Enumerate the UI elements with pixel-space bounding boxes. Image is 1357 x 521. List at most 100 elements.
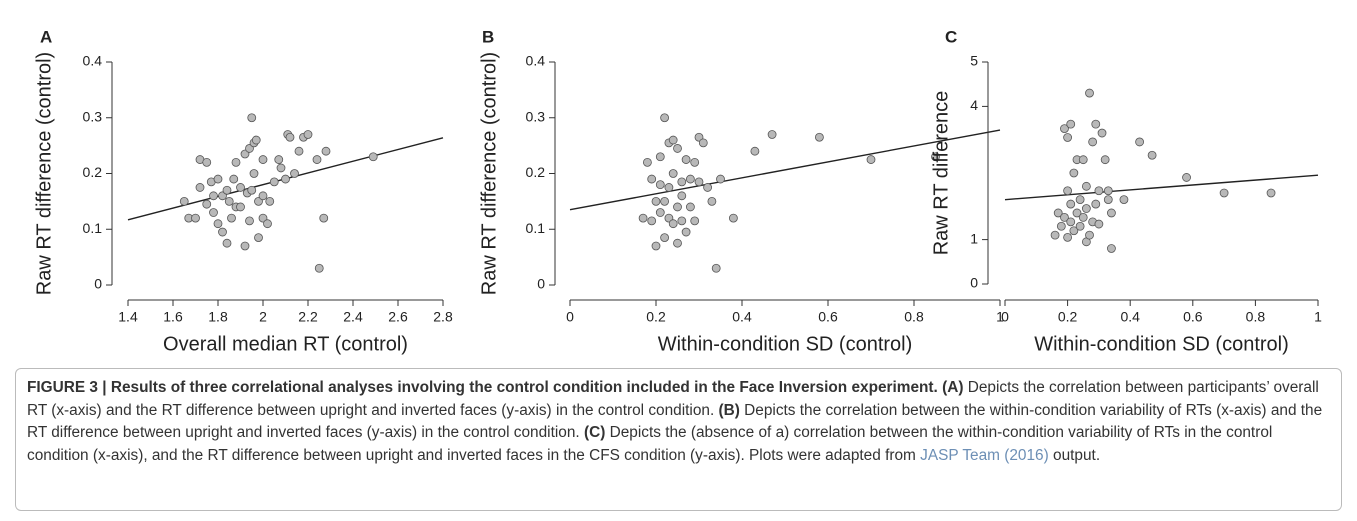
point bbox=[1060, 124, 1069, 134]
point bbox=[1091, 119, 1101, 129]
x-tick-label: 0.4 bbox=[1120, 309, 1140, 325]
point bbox=[1075, 195, 1085, 205]
point bbox=[1085, 88, 1094, 98]
point bbox=[655, 208, 665, 217]
point bbox=[254, 233, 263, 243]
point bbox=[263, 219, 272, 229]
point bbox=[1097, 128, 1107, 138]
point bbox=[1103, 195, 1113, 205]
point bbox=[1100, 155, 1110, 165]
point bbox=[218, 227, 227, 237]
point bbox=[690, 157, 700, 167]
point bbox=[294, 146, 304, 156]
y-axis-title: Raw RT difference (control) bbox=[478, 52, 500, 295]
point bbox=[202, 157, 212, 167]
caption-normal: output. bbox=[1048, 446, 1101, 464]
point bbox=[236, 202, 245, 212]
y-tick-label: 0.4 bbox=[83, 53, 103, 69]
figure: A 1.4 1.6 1.8 2 2.2 2.4 2.6 2.8 Overall median RT… bbox=[33, 27, 1322, 355]
x-tick-label: 0.2 bbox=[646, 309, 666, 325]
point bbox=[1078, 155, 1088, 165]
point bbox=[1088, 137, 1098, 147]
point bbox=[750, 146, 760, 156]
point bbox=[1069, 226, 1079, 236]
x-tick-label: 0.6 bbox=[1183, 309, 1203, 325]
point bbox=[258, 191, 268, 201]
point bbox=[224, 196, 234, 206]
point bbox=[690, 216, 700, 226]
point bbox=[314, 263, 324, 273]
point bbox=[274, 155, 284, 164]
point bbox=[647, 216, 657, 226]
caption-normal: Depicts the correlation between the with… bbox=[27, 401, 1323, 442]
caption-bold: FIGURE 3 | Results of three correlationa… bbox=[27, 379, 964, 396]
point bbox=[276, 163, 286, 173]
point bbox=[240, 241, 250, 251]
point bbox=[213, 174, 223, 184]
point bbox=[319, 213, 329, 223]
panel-label: B bbox=[482, 27, 494, 46]
point bbox=[647, 174, 657, 184]
point bbox=[285, 132, 295, 142]
point bbox=[321, 146, 331, 156]
point bbox=[209, 208, 218, 217]
point bbox=[1063, 133, 1072, 142]
point bbox=[290, 169, 299, 178]
point bbox=[249, 169, 259, 178]
fit-line bbox=[1004, 174, 1319, 201]
y-tick-label: 0.3 bbox=[83, 108, 103, 124]
x-axis-title: Within-condition SD (control) bbox=[658, 333, 913, 355]
x-axis-title: Within-condition SD (control) bbox=[1034, 333, 1289, 355]
point bbox=[643, 157, 652, 167]
point bbox=[1056, 221, 1066, 231]
point bbox=[245, 216, 254, 226]
point bbox=[1147, 150, 1157, 160]
point bbox=[673, 144, 682, 153]
y-tick-label: 0.2 bbox=[526, 164, 546, 180]
x-tick-label: 2.4 bbox=[343, 309, 363, 325]
x-tick-label: 0.2 bbox=[1058, 309, 1078, 325]
point bbox=[664, 183, 674, 192]
x-tick-label: 0 bbox=[1001, 309, 1009, 325]
point bbox=[222, 185, 232, 195]
point bbox=[303, 130, 313, 139]
point bbox=[1075, 221, 1085, 231]
point bbox=[1094, 186, 1104, 196]
point bbox=[209, 191, 218, 201]
y-tick-label: 0 bbox=[94, 276, 102, 292]
point bbox=[694, 177, 704, 187]
point bbox=[1066, 199, 1076, 209]
point bbox=[202, 199, 212, 209]
point bbox=[673, 238, 682, 248]
point bbox=[1066, 217, 1076, 227]
point bbox=[213, 219, 223, 229]
point bbox=[179, 196, 189, 206]
point bbox=[668, 135, 678, 145]
caption-bold: (B) bbox=[718, 401, 740, 419]
point bbox=[681, 155, 691, 164]
y-tick-label: 0.2 bbox=[83, 164, 103, 180]
fit-line bbox=[569, 129, 1001, 211]
point bbox=[1094, 219, 1104, 229]
x-tick-label: 0.8 bbox=[904, 309, 924, 325]
caption-normal: Depicts the (absence of a) correlation b… bbox=[27, 424, 1273, 464]
x-tick-label: 1 bbox=[1314, 309, 1322, 325]
point bbox=[368, 152, 378, 162]
point bbox=[673, 202, 682, 212]
point bbox=[1069, 168, 1079, 178]
point bbox=[698, 138, 708, 148]
point bbox=[651, 196, 661, 206]
x-tick-label: 1.4 bbox=[118, 309, 138, 325]
point bbox=[767, 130, 777, 139]
x-tick-label: 2.8 bbox=[433, 309, 453, 325]
point bbox=[703, 183, 712, 192]
caption-link[interactable]: JASP Team (2016) bbox=[920, 446, 1049, 464]
point bbox=[1266, 188, 1276, 198]
y-tick-label: 0.4 bbox=[526, 53, 546, 69]
y-tick-label: 5 bbox=[970, 53, 978, 69]
point bbox=[660, 233, 669, 243]
point bbox=[1060, 212, 1069, 222]
point bbox=[247, 113, 257, 123]
y-tick-label: 0.1 bbox=[526, 220, 546, 236]
